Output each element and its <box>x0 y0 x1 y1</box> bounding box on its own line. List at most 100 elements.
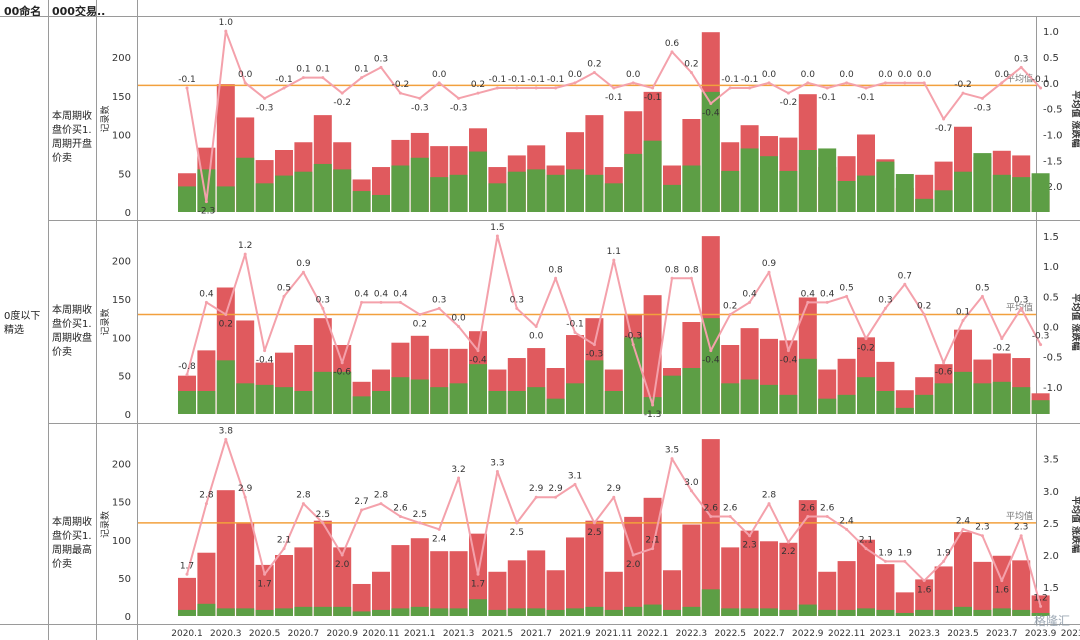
bar-green <box>449 383 468 414</box>
data-label: -0.4 <box>469 356 487 366</box>
series-point <box>961 318 965 322</box>
x-tick-label: 2023.7 <box>986 629 1018 639</box>
series-point <box>534 86 538 90</box>
data-label: 2.1 <box>277 536 291 546</box>
series-point <box>379 502 383 506</box>
x-tick-label: 2023.1 <box>870 629 902 639</box>
series-point <box>825 86 829 90</box>
data-label: 1.1 <box>607 247 621 257</box>
data-label: 2.0 <box>626 560 641 570</box>
data-label: -0.4 <box>780 356 798 366</box>
bar-green <box>197 169 216 212</box>
series-point <box>942 117 946 121</box>
bar-green <box>507 608 526 616</box>
bar-total <box>527 550 546 616</box>
data-label: 2.6 <box>723 503 738 513</box>
y-tick-label: 0 <box>125 612 131 623</box>
y-tick-label: 100 <box>112 536 131 547</box>
y2-tick-label: 2.5 <box>1043 519 1059 530</box>
data-label: 0.9 <box>296 259 311 269</box>
data-label: 2.4 <box>956 516 971 526</box>
bar-total <box>798 500 817 616</box>
bar-green <box>333 371 352 414</box>
data-label: 0.0 <box>762 70 777 80</box>
data-label: -0.1 <box>721 75 739 85</box>
row-label-1: 本周期收 盘价买1. 周期开盘 价卖 <box>52 111 92 164</box>
data-label: 2.9 <box>238 484 253 494</box>
divider <box>48 0 49 640</box>
average-label: 平均值 <box>1006 301 1033 313</box>
series-point <box>592 521 596 525</box>
bar-total <box>663 570 681 616</box>
series-point <box>670 457 674 461</box>
x-tick-label: 2022.9 <box>792 629 824 639</box>
data-label: 0.5 <box>975 283 989 293</box>
bar-green <box>934 609 953 616</box>
series-point <box>864 337 868 341</box>
bar-green <box>313 163 332 212</box>
bar-green <box>740 148 759 212</box>
bar-green <box>798 604 817 616</box>
series-point <box>418 312 422 316</box>
bar-green <box>604 391 623 414</box>
series-point <box>457 476 461 480</box>
series-point <box>748 534 752 538</box>
series-point <box>398 91 402 95</box>
data-label: 0.3 <box>374 54 388 64</box>
series-point <box>437 81 441 85</box>
data-label: 0.0 <box>626 70 641 80</box>
bar-green <box>876 161 895 212</box>
bar-total <box>876 564 895 616</box>
bar-total <box>178 577 196 616</box>
series-point <box>282 86 286 90</box>
data-label: 0.8 <box>665 265 680 275</box>
data-label: 2.3 <box>1014 523 1028 533</box>
bar-green <box>663 609 681 616</box>
y-tick-label: 100 <box>112 333 131 344</box>
data-label: 0.5 <box>839 283 853 293</box>
series-point <box>903 81 907 85</box>
bar-green <box>527 387 546 414</box>
data-label: 0.3 <box>316 295 330 305</box>
bar-total <box>488 571 507 616</box>
data-label: 0.2 <box>684 60 698 70</box>
data-label: 1.6 <box>917 586 932 596</box>
average-label: 平均值 <box>1006 72 1033 84</box>
bar-total <box>294 547 313 616</box>
y2-tick-label: 0.5 <box>1043 292 1059 303</box>
bar-green <box>954 371 972 414</box>
series-point <box>1019 534 1023 538</box>
data-label: -0.1 <box>547 75 565 85</box>
series-point <box>980 534 984 538</box>
data-label: -0.2 <box>857 344 875 354</box>
data-label: -0.1 <box>508 75 526 85</box>
bar-total <box>255 564 274 616</box>
y-tick-label: 50 <box>118 574 131 585</box>
bar-green <box>837 609 856 616</box>
y2-tick-label: -2.0 <box>1043 182 1063 193</box>
bar-green <box>236 157 255 212</box>
bar-green <box>216 186 235 212</box>
data-label: 2.8 <box>296 491 311 501</box>
y-axis-label: 记录数 <box>99 105 111 132</box>
bar-green <box>507 171 526 212</box>
bar-green <box>760 156 778 212</box>
y2-tick-label: -1.0 <box>1043 383 1063 394</box>
series-point <box>825 514 829 518</box>
bar-green <box>469 364 487 414</box>
bar-green <box>663 375 681 414</box>
data-label: -0.2 <box>780 98 798 108</box>
series-point <box>573 81 577 85</box>
data-label: -2.3 <box>198 207 216 217</box>
series-point <box>495 470 499 474</box>
bar-green <box>352 191 371 212</box>
series-point <box>592 343 596 347</box>
bar-total <box>391 545 410 616</box>
bar-total <box>585 520 604 616</box>
bar-total <box>915 579 934 616</box>
series-point <box>573 482 577 486</box>
bar-green <box>1012 387 1031 414</box>
series-point <box>709 514 713 518</box>
data-label: 0.6 <box>665 39 680 49</box>
